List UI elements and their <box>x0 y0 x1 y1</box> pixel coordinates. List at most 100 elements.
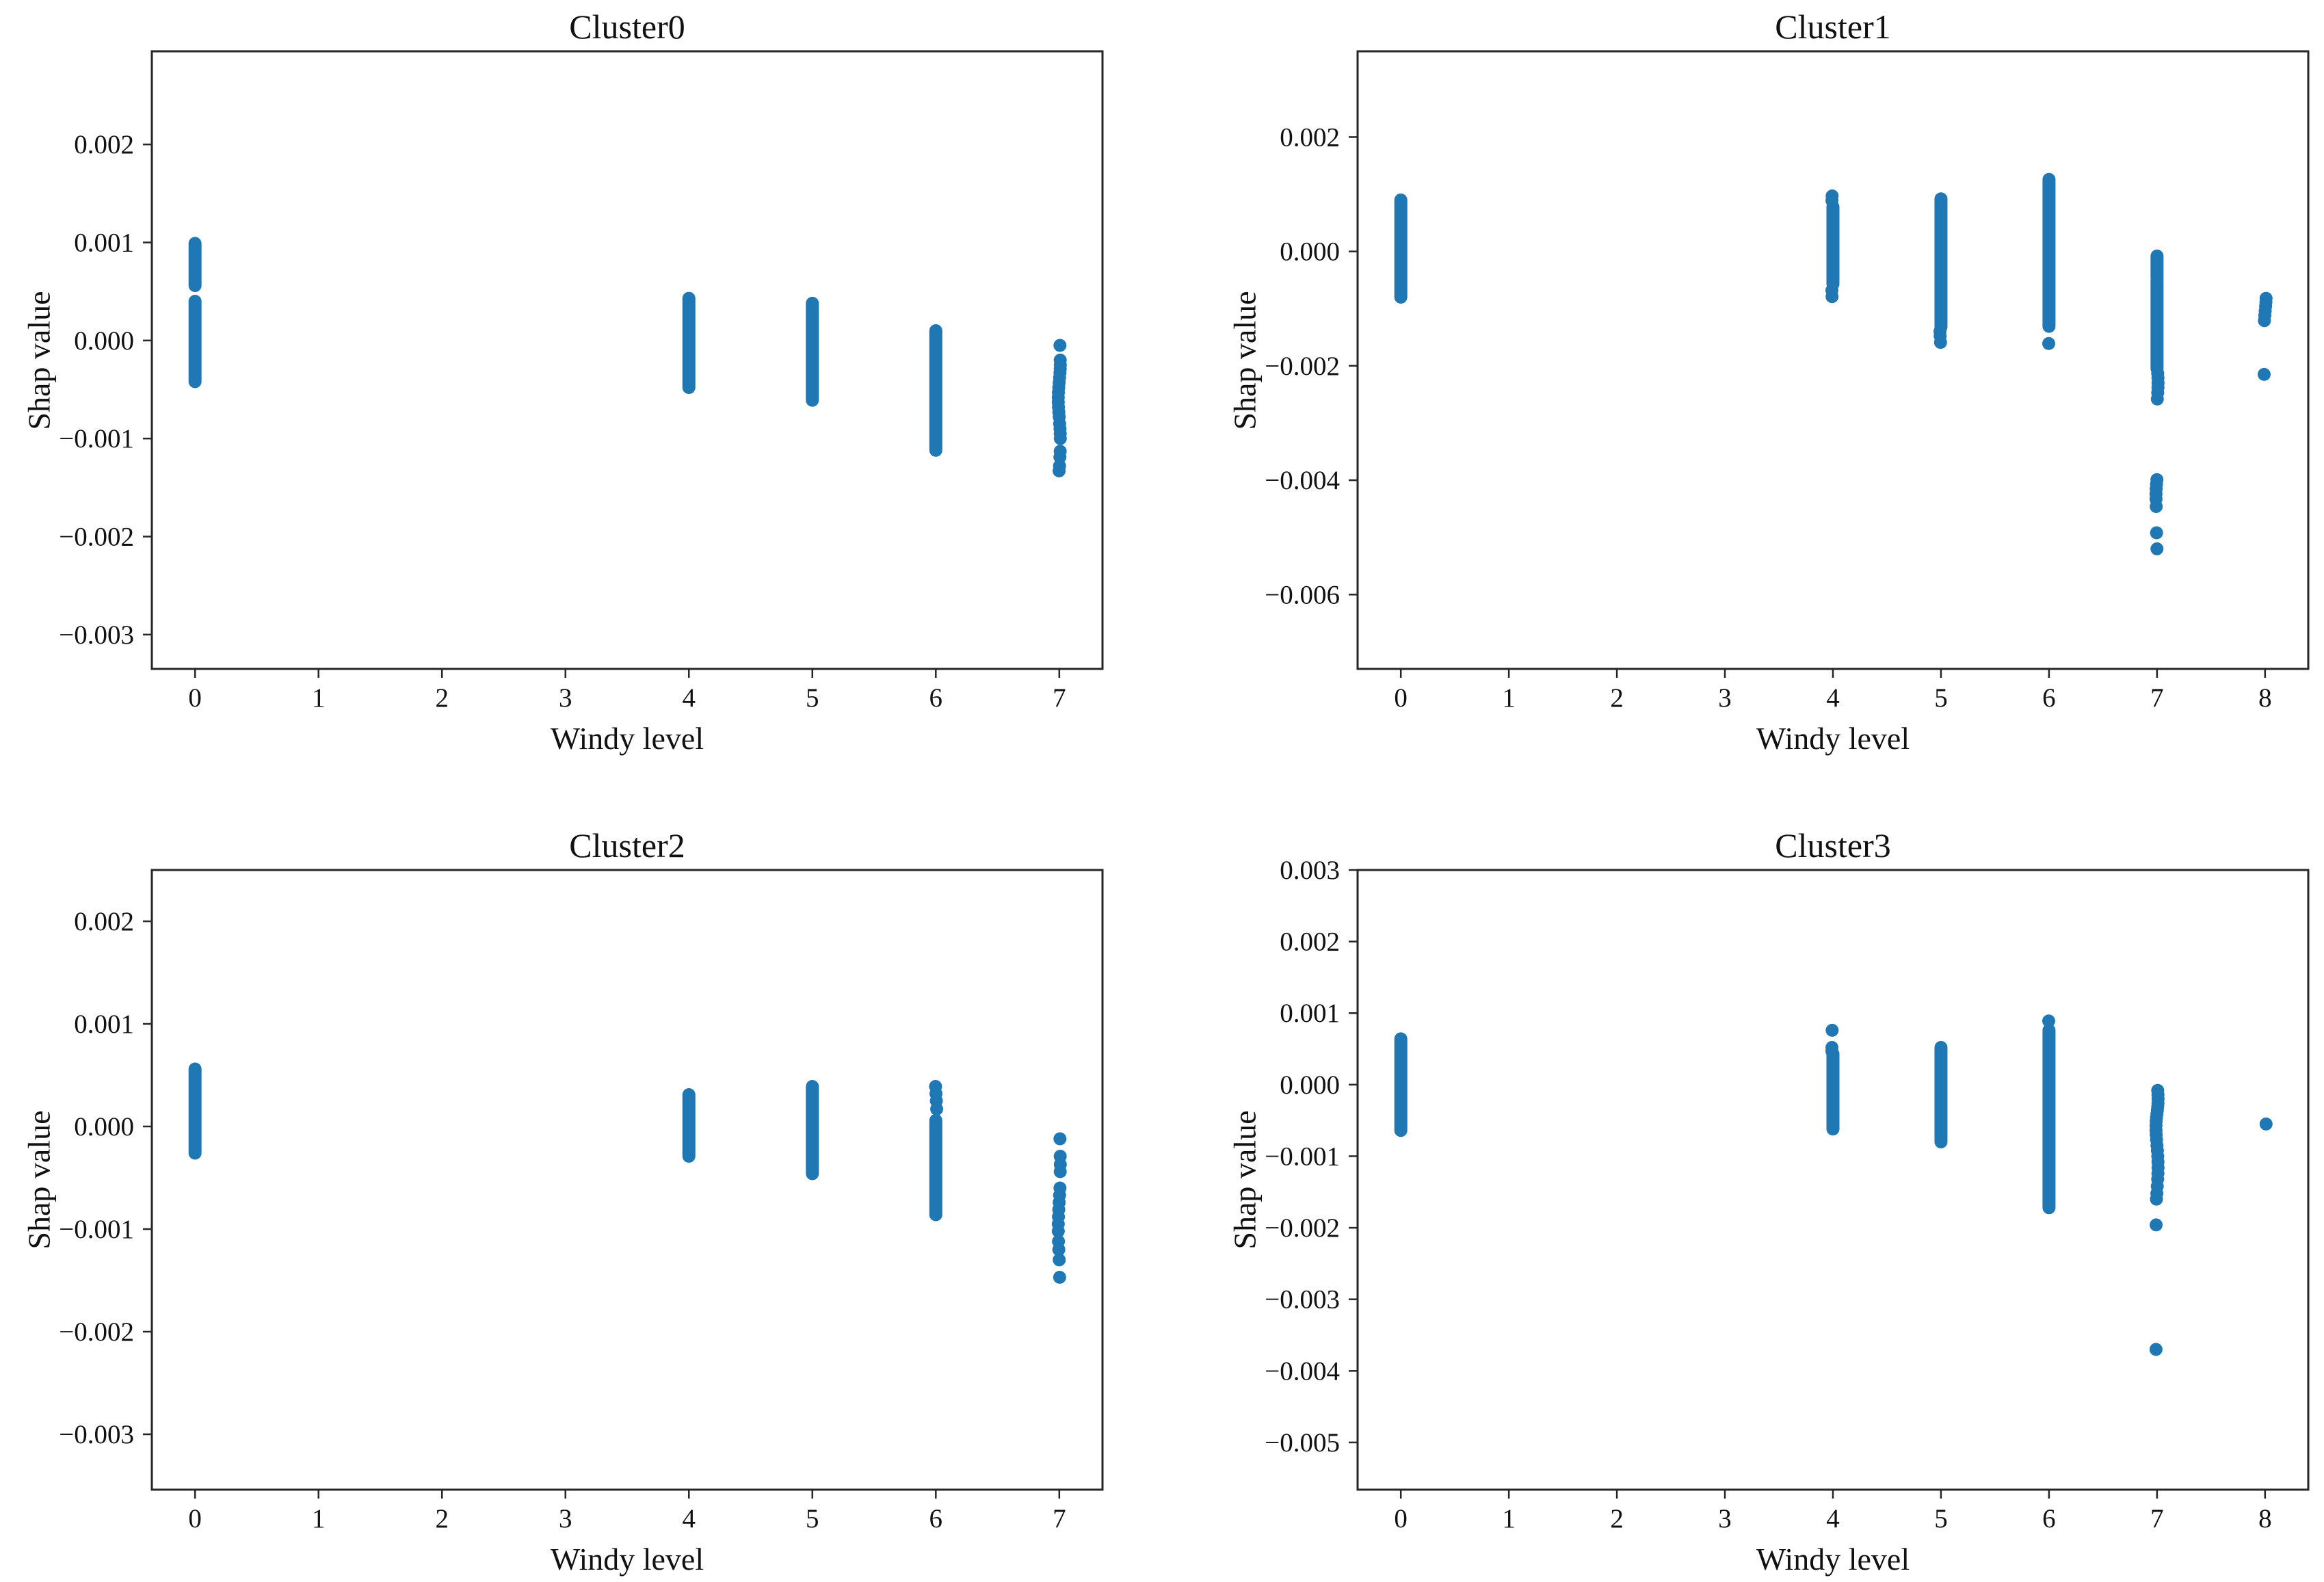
y-tick-label: 0.000 <box>1280 237 1340 267</box>
y-tick-label: 0.002 <box>1280 927 1340 957</box>
scatter-point <box>1933 336 1947 350</box>
y-tick-label: 0.002 <box>74 907 134 936</box>
x-tick-label: 7 <box>2150 1504 2164 1533</box>
x-tick-label: 1 <box>312 1504 326 1533</box>
x-tick-label: 6 <box>929 1504 943 1533</box>
scatter-point <box>1053 339 1067 352</box>
x-tick-label: 2 <box>435 683 449 713</box>
scatter-point <box>2150 1192 2163 1206</box>
y-tick-label: −0.003 <box>59 1420 134 1449</box>
plot-spine <box>150 50 1104 670</box>
plot-spine <box>1356 50 2310 670</box>
subplot-2-title: Cluster2 <box>569 826 685 865</box>
y-tick-label: −0.004 <box>1265 1356 1340 1386</box>
scatter-point <box>2149 1343 2163 1356</box>
scatter-point <box>2150 500 2163 514</box>
y-tick-label: −0.001 <box>1265 1142 1340 1171</box>
x-tick-label: 7 <box>1053 1504 1066 1533</box>
x-tick-label: 4 <box>1826 683 1840 713</box>
y-tick-label: 0.003 <box>1280 856 1340 885</box>
x-tick-label: 0 <box>1394 1504 1408 1533</box>
x-tick-label: 5 <box>1934 1504 1948 1533</box>
x-tick-label: 5 <box>806 1504 819 1533</box>
y-tick-label: −0.001 <box>59 424 134 453</box>
scatter-point <box>1052 1243 1066 1256</box>
x-tick-label: 7 <box>1053 683 1066 713</box>
y-tick-label: 0.000 <box>74 326 134 356</box>
subplot-0-ylabel: Shap value <box>21 290 57 430</box>
x-tick-label: 3 <box>559 683 572 713</box>
scatter-point <box>1053 1253 1066 1267</box>
y-tick-label: −0.002 <box>59 523 134 552</box>
x-tick-label: 2 <box>1610 1504 1624 1533</box>
plot-spine <box>1356 869 2310 1491</box>
x-tick-label: 8 <box>2258 683 2272 713</box>
scatter-point <box>1825 290 1839 304</box>
x-tick-label: 3 <box>1718 1504 1732 1533</box>
subplot-3-title: Cluster3 <box>1775 826 1891 865</box>
x-tick-label: 7 <box>2150 683 2164 713</box>
scatter-point <box>2150 526 2163 540</box>
subplot-3-xlabel: Windy level <box>1756 1542 1910 1577</box>
scatter-point <box>1053 1165 1067 1178</box>
subplot-2-ylabel: Shap value <box>21 1110 57 1250</box>
x-tick-label: 2 <box>435 1504 449 1533</box>
scatter-point <box>2042 337 2055 350</box>
subplot-0-xlabel: Windy level <box>550 721 704 756</box>
scatter-point <box>1825 1023 1839 1037</box>
subplot-0-title: Cluster0 <box>569 8 685 46</box>
y-tick-label: −0.002 <box>59 1317 134 1347</box>
y-tick-label: −0.002 <box>1265 1213 1340 1243</box>
plot-spine <box>150 869 1104 1491</box>
y-tick-label: −0.003 <box>1265 1285 1340 1315</box>
subplot-1-ylabel: Shap value <box>1227 290 1263 430</box>
x-tick-label: 0 <box>188 1504 202 1533</box>
y-tick-label: −0.004 <box>1265 466 1340 495</box>
y-tick-label: 0.002 <box>1280 122 1340 152</box>
y-tick-label: 0.001 <box>74 228 134 258</box>
y-tick-label: 0.001 <box>74 1010 134 1039</box>
x-tick-label: 1 <box>1502 683 1516 713</box>
scatter-point <box>2150 1218 2163 1232</box>
scatter-point <box>1053 464 1066 477</box>
scatter-point <box>1825 194 1839 207</box>
y-tick-label: 0.000 <box>1280 1070 1340 1100</box>
scatter-point <box>1825 1044 1839 1058</box>
y-tick-label: −0.006 <box>1265 580 1340 609</box>
subplot-1-title: Cluster1 <box>1775 8 1891 46</box>
subplot-1-xlabel: Windy level <box>1756 721 1910 756</box>
y-tick-label: −0.003 <box>59 620 134 650</box>
scatter-point <box>1053 1132 1067 1146</box>
scatter-point <box>1053 432 1067 445</box>
subplot-3-ylabel: Shap value <box>1227 1110 1263 1250</box>
x-tick-label: 3 <box>559 1504 572 1533</box>
x-tick-label: 5 <box>806 683 819 713</box>
x-tick-label: 2 <box>1610 683 1624 713</box>
scatter-point <box>930 1103 944 1116</box>
y-tick-label: 0.000 <box>74 1112 134 1142</box>
x-tick-label: 1 <box>312 683 326 713</box>
x-tick-label: 8 <box>2258 1504 2272 1533</box>
y-tick-label: −0.002 <box>1265 352 1340 381</box>
x-tick-label: 6 <box>929 683 943 713</box>
x-tick-label: 4 <box>683 1504 696 1533</box>
y-tick-label: −0.005 <box>1265 1428 1340 1458</box>
scatter-point <box>2150 392 2164 406</box>
scatter-point <box>1051 1224 1065 1238</box>
x-tick-label: 0 <box>1394 683 1408 713</box>
scatter-point <box>2042 1014 2055 1028</box>
y-tick-label: 0.002 <box>74 130 134 159</box>
x-tick-label: 3 <box>1718 683 1732 713</box>
x-tick-label: 1 <box>1502 1504 1516 1533</box>
scatter-point <box>2258 314 2271 328</box>
x-tick-label: 0 <box>188 683 202 713</box>
scatter-point <box>2150 542 2164 555</box>
x-tick-label: 4 <box>683 683 696 713</box>
y-tick-label: 0.001 <box>1280 999 1340 1028</box>
y-tick-label: −0.001 <box>59 1215 134 1244</box>
x-tick-label: 6 <box>2042 683 2056 713</box>
x-tick-label: 4 <box>1826 1504 1840 1533</box>
subplot-2-xlabel: Windy level <box>550 1542 704 1577</box>
x-tick-label: 6 <box>2042 1504 2056 1533</box>
